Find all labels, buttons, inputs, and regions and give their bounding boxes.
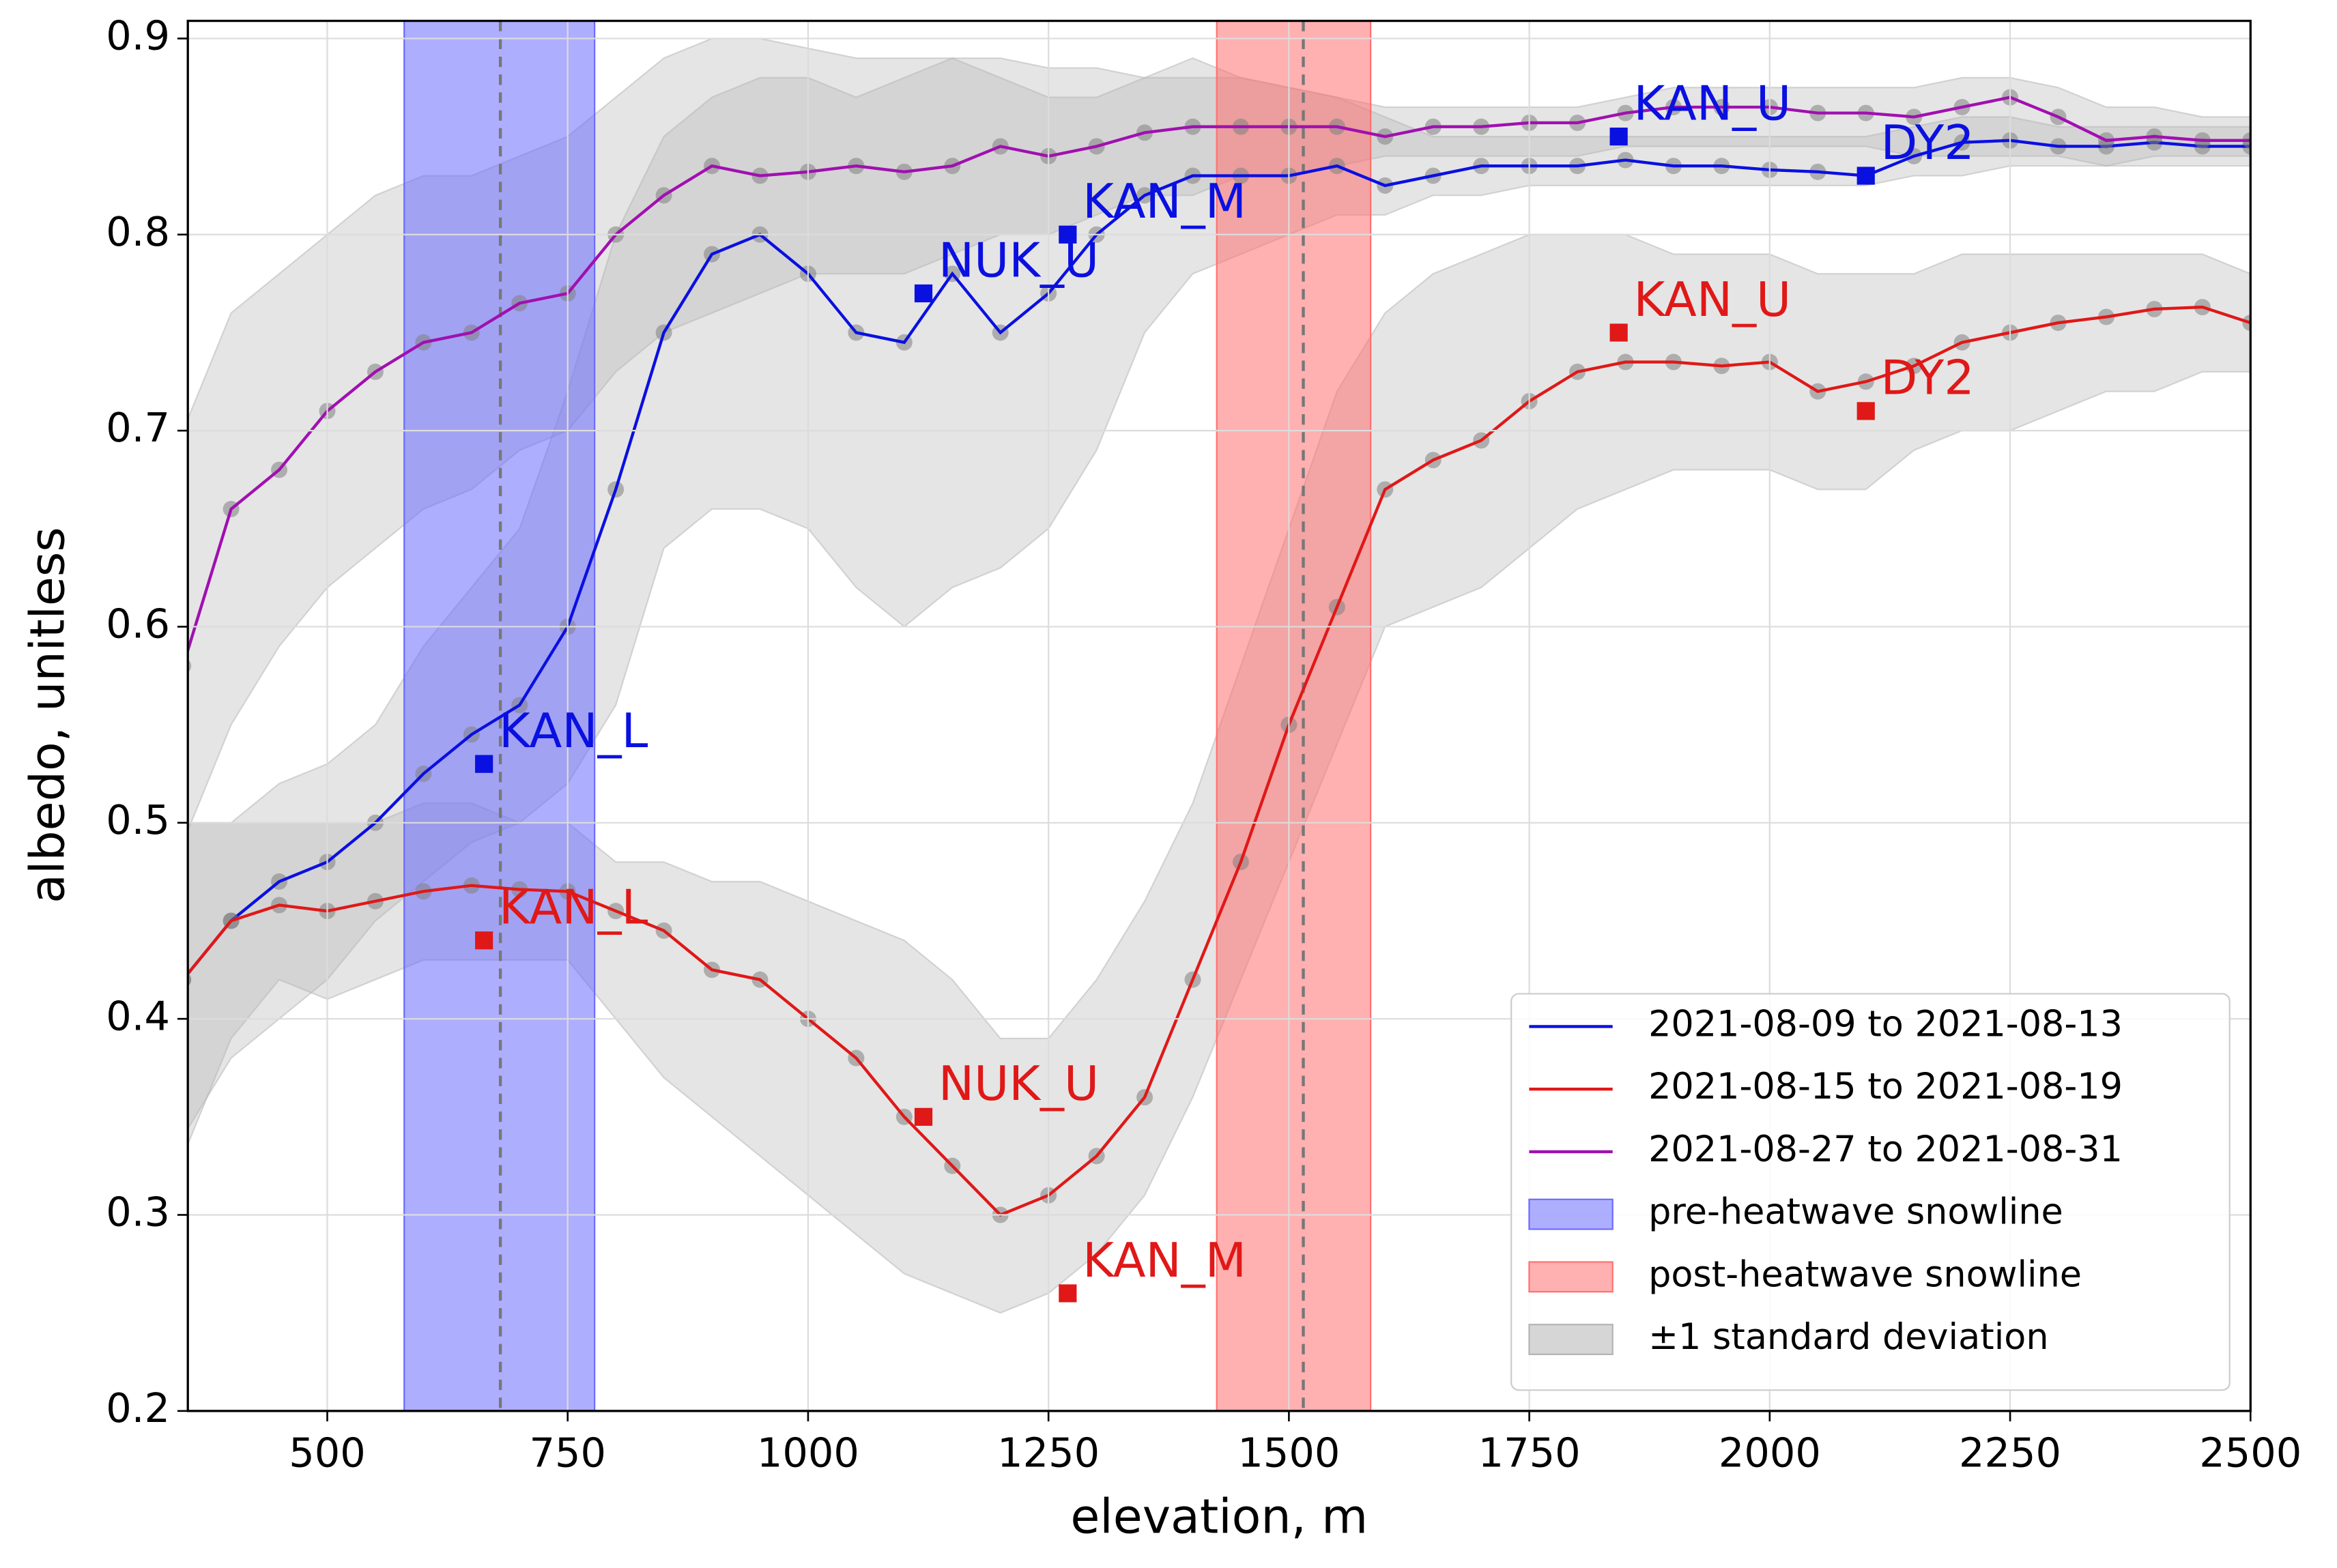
- y-tick-label: 0.7: [106, 404, 170, 451]
- plot-area: [188, 20, 2251, 1411]
- station-label: KAN_M: [1083, 174, 1246, 229]
- station-label: KAN_U: [1633, 76, 1791, 131]
- y-tick-label: 0.9: [106, 12, 170, 59]
- x-axis-label: elevation, m: [1070, 1489, 1368, 1544]
- x-tick-label: 2250: [1959, 1429, 2061, 1476]
- legend-label: pre-heatwave snowline: [1648, 1191, 2063, 1233]
- station-label: NUK_U: [938, 1056, 1099, 1112]
- x-tick-label: 2000: [1719, 1429, 1821, 1476]
- x-tick-label: 1000: [757, 1429, 859, 1476]
- legend-patch: [1528, 1261, 1614, 1293]
- station-marker: [914, 284, 933, 303]
- y-tick-label: 0.2: [106, 1384, 170, 1432]
- y-tick-label: 0.3: [106, 1189, 170, 1236]
- axes-frame: [186, 19, 2252, 1412]
- station-label: KAN_U: [1633, 272, 1791, 328]
- station-marker: [475, 755, 493, 773]
- series-line: [188, 305, 2251, 1217]
- station-marker: [475, 931, 493, 950]
- y-axis-label: albedo, unitless: [20, 527, 75, 903]
- station-label: KAN_M: [1083, 1233, 1246, 1288]
- x-tick-label: 1750: [1478, 1429, 1581, 1476]
- station-marker: [914, 1107, 933, 1126]
- y-tick-label: 0.5: [106, 796, 170, 843]
- station-label: KAN_L: [499, 880, 648, 935]
- series-line: [188, 96, 2251, 656]
- station-label: DY2: [1881, 115, 1975, 171]
- station-label: KAN_L: [499, 703, 648, 759]
- y-tick-label: 0.6: [106, 600, 170, 648]
- legend-patch: [1528, 1324, 1614, 1355]
- y-tick-label: 0.8: [106, 208, 170, 255]
- legend-patch: [1528, 1198, 1614, 1230]
- legend-label: ±1 standard deviation: [1648, 1316, 2048, 1358]
- y-tick-label: 0.4: [106, 992, 170, 1039]
- station-label: DY2: [1881, 351, 1975, 406]
- x-tick-label: 1250: [997, 1429, 1100, 1476]
- legend-label: 2021-08-09 to 2021-08-13: [1648, 1003, 2123, 1045]
- x-tick-label: 2500: [2199, 1429, 2302, 1476]
- std-band: [188, 57, 2251, 1131]
- station-marker: [1609, 128, 1628, 146]
- legend-label: 2021-08-27 to 2021-08-31: [1648, 1129, 2123, 1170]
- legend-label: 2021-08-15 to 2021-08-19: [1648, 1066, 2123, 1107]
- x-tick-label: 1500: [1237, 1429, 1340, 1476]
- series-line: [188, 139, 2251, 976]
- std-band: [188, 38, 2251, 833]
- x-tick-label: 750: [529, 1429, 606, 1476]
- station-marker: [1856, 166, 1875, 185]
- legend-box: [1510, 993, 2231, 1391]
- station-marker: [1609, 323, 1628, 342]
- station-marker: [1059, 225, 1077, 244]
- station-marker: [1059, 1284, 1077, 1303]
- station-marker: [1856, 402, 1875, 420]
- x-tick-label: 500: [289, 1429, 366, 1476]
- legend-label: post-heatwave snowline: [1648, 1253, 2082, 1295]
